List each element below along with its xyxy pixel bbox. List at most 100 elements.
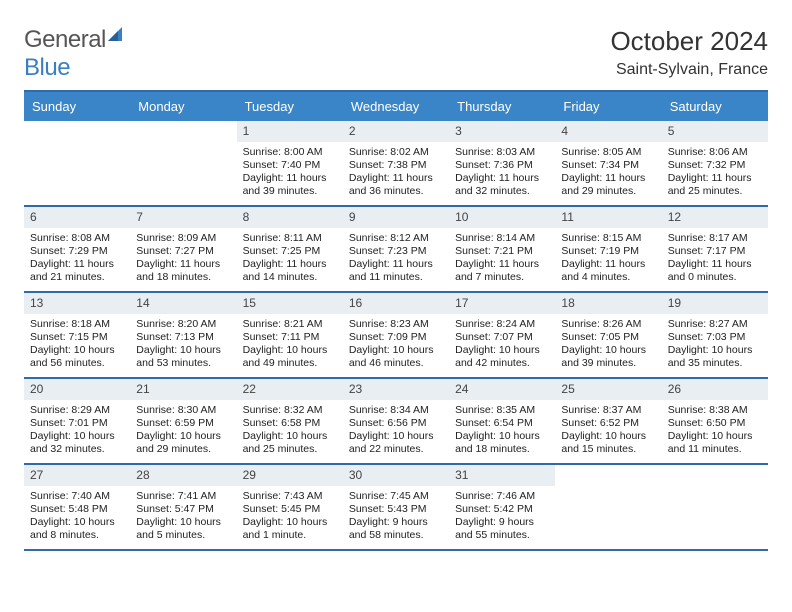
sunrise-line: Sunrise: 8:21 AM (243, 318, 337, 331)
day-cell: 19Sunrise: 8:27 AMSunset: 7:03 PMDayligh… (662, 293, 768, 377)
daylight-line: Daylight: 10 hours and 32 minutes. (30, 430, 124, 456)
day-number: 29 (237, 465, 343, 486)
day-number: 20 (24, 379, 130, 400)
sunrise-line: Sunrise: 8:15 AM (561, 232, 655, 245)
sunset-line: Sunset: 7:13 PM (136, 331, 230, 344)
weekday-header: Friday (555, 92, 661, 121)
sunrise-line: Sunrise: 8:30 AM (136, 404, 230, 417)
day-number: 21 (130, 379, 236, 400)
day-number: 30 (343, 465, 449, 486)
day-cell: 8Sunrise: 8:11 AMSunset: 7:25 PMDaylight… (237, 207, 343, 291)
day-cell: 15Sunrise: 8:21 AMSunset: 7:11 PMDayligh… (237, 293, 343, 377)
sunrise-line: Sunrise: 8:35 AM (455, 404, 549, 417)
daylight-line: Daylight: 11 hours and 36 minutes. (349, 172, 443, 198)
day-number: 6 (24, 207, 130, 228)
day-cell: .. (662, 465, 768, 549)
day-content: Sunrise: 8:20 AMSunset: 7:13 PMDaylight:… (130, 314, 236, 377)
day-content: Sunrise: 8:24 AMSunset: 7:07 PMDaylight:… (449, 314, 555, 377)
daylight-line: Daylight: 11 hours and 32 minutes. (455, 172, 549, 198)
day-number: 3 (449, 121, 555, 142)
sunrise-line: Sunrise: 8:32 AM (243, 404, 337, 417)
day-content: Sunrise: 8:15 AMSunset: 7:19 PMDaylight:… (555, 228, 661, 291)
day-cell: 9Sunrise: 8:12 AMSunset: 7:23 PMDaylight… (343, 207, 449, 291)
brand-part1: General (24, 26, 106, 53)
day-content: Sunrise: 8:21 AMSunset: 7:11 PMDaylight:… (237, 314, 343, 377)
day-cell: 16Sunrise: 8:23 AMSunset: 7:09 PMDayligh… (343, 293, 449, 377)
day-cell: 5Sunrise: 8:06 AMSunset: 7:32 PMDaylight… (662, 121, 768, 205)
sunset-line: Sunset: 5:42 PM (455, 503, 549, 516)
sunset-line: Sunset: 6:50 PM (668, 417, 762, 430)
day-number: 19 (662, 293, 768, 314)
sunrise-line: Sunrise: 8:29 AM (30, 404, 124, 417)
day-cell: 2Sunrise: 8:02 AMSunset: 7:38 PMDaylight… (343, 121, 449, 205)
sunset-line: Sunset: 7:15 PM (30, 331, 124, 344)
day-cell: 24Sunrise: 8:35 AMSunset: 6:54 PMDayligh… (449, 379, 555, 463)
sunset-line: Sunset: 7:23 PM (349, 245, 443, 258)
day-number: 15 (237, 293, 343, 314)
day-number: 4 (555, 121, 661, 142)
sunrise-line: Sunrise: 7:46 AM (455, 490, 549, 503)
day-content: Sunrise: 8:05 AMSunset: 7:34 PMDaylight:… (555, 142, 661, 205)
sunset-line: Sunset: 7:01 PM (30, 417, 124, 430)
sunset-line: Sunset: 6:59 PM (136, 417, 230, 430)
day-number: 14 (130, 293, 236, 314)
header: General Blue October 2024 Saint-Sylvain,… (24, 26, 768, 82)
week-row: ....1Sunrise: 8:00 AMSunset: 7:40 PMDayl… (24, 121, 768, 207)
daylight-line: Daylight: 11 hours and 29 minutes. (561, 172, 655, 198)
brand-logo: General Blue (24, 26, 126, 82)
sunset-line: Sunset: 5:45 PM (243, 503, 337, 516)
day-number: 10 (449, 207, 555, 228)
week-row: 6Sunrise: 8:08 AMSunset: 7:29 PMDaylight… (24, 207, 768, 293)
day-content: Sunrise: 7:43 AMSunset: 5:45 PMDaylight:… (237, 486, 343, 549)
sunset-line: Sunset: 5:43 PM (349, 503, 443, 516)
daylight-line: Daylight: 10 hours and 53 minutes. (136, 344, 230, 370)
week-row: 27Sunrise: 7:40 AMSunset: 5:48 PMDayligh… (24, 465, 768, 551)
sunrise-line: Sunrise: 8:20 AM (136, 318, 230, 331)
sunrise-line: Sunrise: 8:24 AM (455, 318, 549, 331)
month-title: October 2024 (610, 26, 768, 57)
sunrise-line: Sunrise: 8:00 AM (243, 146, 337, 159)
day-cell: .. (555, 465, 661, 549)
sunset-line: Sunset: 6:54 PM (455, 417, 549, 430)
sunset-line: Sunset: 7:19 PM (561, 245, 655, 258)
day-cell: 1Sunrise: 8:00 AMSunset: 7:40 PMDaylight… (237, 121, 343, 205)
daylight-line: Daylight: 10 hours and 29 minutes. (136, 430, 230, 456)
day-number: 31 (449, 465, 555, 486)
sunrise-line: Sunrise: 8:14 AM (455, 232, 549, 245)
sunset-line: Sunset: 7:36 PM (455, 159, 549, 172)
day-cell: 3Sunrise: 8:03 AMSunset: 7:36 PMDaylight… (449, 121, 555, 205)
day-number: 23 (343, 379, 449, 400)
sunrise-line: Sunrise: 8:02 AM (349, 146, 443, 159)
sunset-line: Sunset: 7:21 PM (455, 245, 549, 258)
sunrise-line: Sunrise: 7:45 AM (349, 490, 443, 503)
daylight-line: Daylight: 11 hours and 0 minutes. (668, 258, 762, 284)
weekday-header: Wednesday (343, 92, 449, 121)
day-number: 2 (343, 121, 449, 142)
sunset-line: Sunset: 6:52 PM (561, 417, 655, 430)
sunrise-line: Sunrise: 8:11 AM (243, 232, 337, 245)
sunset-line: Sunset: 7:11 PM (243, 331, 337, 344)
day-content: Sunrise: 7:46 AMSunset: 5:42 PMDaylight:… (449, 486, 555, 549)
day-number: 26 (662, 379, 768, 400)
day-number: 8 (237, 207, 343, 228)
brand-text: General Blue (24, 26, 126, 82)
day-number: 22 (237, 379, 343, 400)
daylight-line: Daylight: 11 hours and 21 minutes. (30, 258, 124, 284)
day-number: 5 (662, 121, 768, 142)
day-content: Sunrise: 8:03 AMSunset: 7:36 PMDaylight:… (449, 142, 555, 205)
daylight-line: Daylight: 9 hours and 55 minutes. (455, 516, 549, 542)
day-content: Sunrise: 8:14 AMSunset: 7:21 PMDaylight:… (449, 228, 555, 291)
day-content: Sunrise: 8:23 AMSunset: 7:09 PMDaylight:… (343, 314, 449, 377)
day-number: 16 (343, 293, 449, 314)
calendar-body: .... 1Sunrise: 8:00 AMSunset: 7:40 PMDayl… (24, 121, 768, 551)
day-cell: 13Sunrise: 8:18 AMSunset: 7:15 PMDayligh… (24, 293, 130, 377)
sunset-line: Sunset: 5:47 PM (136, 503, 230, 516)
day-cell: 10Sunrise: 8:14 AMSunset: 7:21 PMDayligh… (449, 207, 555, 291)
day-number: 24 (449, 379, 555, 400)
day-number: 12 (662, 207, 768, 228)
daylight-line: Daylight: 10 hours and 15 minutes. (561, 430, 655, 456)
day-cell: 23Sunrise: 8:34 AMSunset: 6:56 PMDayligh… (343, 379, 449, 463)
sunrise-line: Sunrise: 8:38 AM (668, 404, 762, 417)
day-cell: 11Sunrise: 8:15 AMSunset: 7:19 PMDayligh… (555, 207, 661, 291)
week-row: 13Sunrise: 8:18 AMSunset: 7:15 PMDayligh… (24, 293, 768, 379)
